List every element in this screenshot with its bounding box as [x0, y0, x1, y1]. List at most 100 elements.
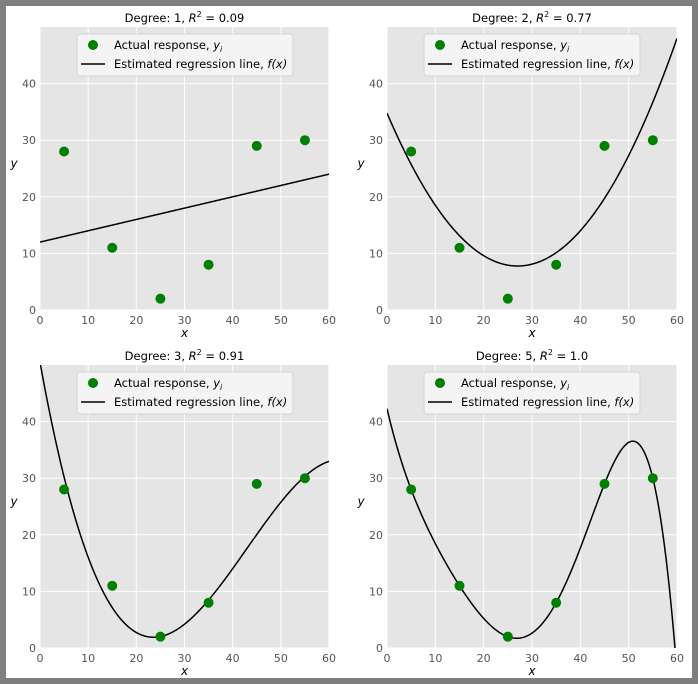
legend: Actual response, yi Estimated regression … [423, 33, 641, 77]
title-prefix: Degree: 2, [472, 11, 536, 25]
y-tick-label: 20 [22, 529, 36, 542]
data-point [155, 631, 166, 642]
y-axis-label: y [9, 157, 18, 171]
data-point [454, 242, 465, 253]
x-tick-label: 50 [622, 314, 636, 327]
r2-value: = 0.09 [202, 11, 245, 25]
regression-line [387, 38, 677, 267]
x-tick-label: 20 [129, 652, 143, 665]
data-point [599, 140, 610, 151]
x-axis-label: x [527, 664, 536, 678]
y-tick-label: 20 [369, 529, 383, 542]
x-tick-label: 30 [525, 652, 539, 665]
data-point [107, 242, 118, 253]
title-prefix: Degree: 3, [125, 349, 189, 363]
x-tick-label: 40 [226, 652, 240, 665]
r2-superscript: 2 [197, 10, 202, 19]
x-tick-label: 40 [573, 314, 587, 327]
r2-symbol: R [536, 11, 544, 25]
regression-line [387, 408, 676, 648]
data-point [647, 135, 658, 146]
x-tick-label: 20 [477, 652, 491, 665]
legend: Actual response, yi Estimated regression … [423, 371, 641, 415]
legend-box [76, 371, 294, 415]
y-tick-label: 0 [29, 304, 36, 317]
y-tick-label: 30 [369, 472, 383, 485]
y-tick-label: 10 [369, 247, 383, 260]
x-tick-label: 10 [81, 314, 95, 327]
panel-title: Degree: 1, R2 = 0.09 [125, 10, 245, 25]
y-tick-label: 20 [369, 191, 383, 204]
y-tick-label: 10 [22, 585, 36, 598]
data-point [203, 259, 214, 270]
x-tick-label: 60 [322, 652, 336, 665]
x-tick-label: 30 [178, 314, 192, 327]
regression-panel-1: 0 10 20 30 40 50 60 0 10 20 30 40 Degree: 1, R2 = 0.… [9, 10, 336, 340]
x-tick-label: 40 [573, 652, 587, 665]
legend: Actual response, yi Estimated regression … [76, 33, 294, 77]
r2-symbol: R [189, 349, 197, 363]
legend-point-marker [88, 40, 98, 50]
y-tick-label: 10 [22, 247, 36, 260]
legend-line-label: Estimated regression line, f(x) [114, 57, 287, 71]
x-tick-label: 0 [384, 652, 391, 665]
r2-value: = 0.91 [202, 349, 245, 363]
x-tick-label: 20 [477, 314, 491, 327]
legend-points-label: Actual response, yi [461, 376, 570, 392]
data-point [251, 140, 262, 151]
data-point [251, 478, 262, 489]
y-tick-label: 0 [376, 304, 383, 317]
x-tick-label: 30 [525, 314, 539, 327]
r2-value: = 1.0 [553, 349, 588, 363]
legend-line-label: Estimated regression line, f(x) [114, 395, 287, 409]
r2-superscript: 2 [548, 348, 553, 357]
y-tick-label: 40 [22, 416, 36, 429]
data-point [107, 580, 118, 591]
x-tick-label: 60 [670, 652, 684, 665]
r2-superscript: 2 [197, 348, 202, 357]
data-point [59, 146, 70, 157]
x-tick-label: 0 [37, 314, 44, 327]
x-axis-label: x [527, 326, 536, 340]
y-axis-label: y [9, 495, 18, 509]
panel-title: Degree: 3, R2 = 0.91 [125, 348, 245, 363]
data-point [502, 631, 513, 642]
x-axis-label: x [180, 326, 189, 340]
y-tick-label: 0 [376, 642, 383, 655]
data-point [502, 293, 513, 304]
legend-line-label: Estimated regression line, f(x) [461, 57, 634, 71]
legend-point-marker [435, 40, 445, 50]
regression-line [40, 173, 329, 243]
x-tick-label: 10 [428, 314, 442, 327]
legend-point-marker [88, 378, 98, 388]
legend-point-marker [435, 378, 445, 388]
legend-box [76, 33, 294, 77]
data-point [406, 484, 417, 495]
y-tick-label: 30 [22, 472, 36, 485]
data-point [551, 597, 562, 608]
title-prefix: Degree: 5, [476, 349, 540, 363]
y-tick-label: 40 [369, 78, 383, 91]
panel-title: Degree: 2, R2 = 0.77 [472, 10, 592, 25]
y-tick-label: 30 [22, 134, 36, 147]
r2-symbol: R [540, 349, 548, 363]
x-axis-label: x [180, 664, 189, 678]
title-prefix: Degree: 1, [125, 11, 189, 25]
x-tick-label: 20 [129, 314, 143, 327]
data-point [59, 484, 70, 495]
x-tick-label: 0 [37, 652, 44, 665]
data-point [406, 146, 417, 157]
r2-value: = 0.77 [549, 11, 592, 25]
x-tick-label: 10 [428, 652, 442, 665]
y-tick-label: 10 [369, 585, 383, 598]
data-point [647, 473, 658, 484]
x-tick-label: 50 [622, 652, 636, 665]
r2-superscript: 2 [544, 10, 549, 19]
y-tick-label: 40 [22, 78, 36, 91]
data-point [299, 135, 310, 146]
regression-panel-2: 0 10 20 30 40 50 60 0 10 20 30 40 Degree: 2, R2 = 0.… [356, 10, 684, 340]
data-point [454, 580, 465, 591]
y-tick-label: 0 [29, 642, 36, 655]
x-tick-label: 50 [274, 314, 288, 327]
